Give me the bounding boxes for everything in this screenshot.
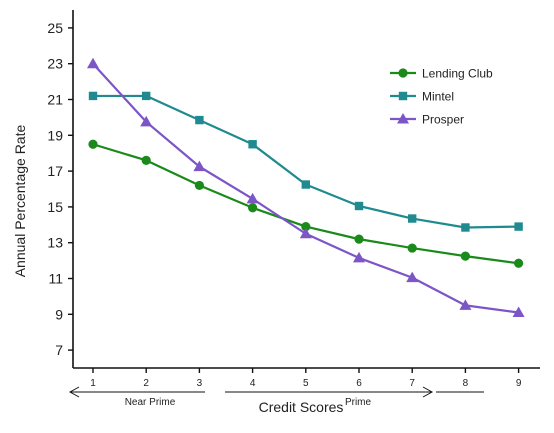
prime-arrowhead	[422, 386, 434, 398]
legend-label-prosper: Prosper	[422, 113, 464, 127]
y-tick-label: 7	[55, 342, 63, 358]
data-point-mintel	[354, 201, 364, 211]
x-tick-label: 9	[516, 378, 522, 389]
data-point-prosper	[140, 115, 153, 127]
data-point-mintel	[461, 223, 470, 232]
legend: Lending Club Mintel Prosper	[390, 67, 493, 127]
data-point-mintel	[248, 140, 257, 149]
data-point-lending-club	[460, 251, 470, 261]
data-point-mintel	[301, 180, 310, 189]
near-prime-arrowhead	[68, 386, 80, 398]
data-point-prosper	[299, 227, 312, 239]
data-point-mintel	[195, 115, 204, 125]
x-tick-label: 8	[463, 378, 469, 389]
axes	[72, 10, 540, 369]
x-tick-label: 7	[409, 378, 415, 389]
series-mintel	[88, 91, 523, 232]
score-bands: Near Prime Prime	[68, 386, 484, 408]
data-point-prosper	[459, 299, 472, 310]
data-point-lending-club	[141, 155, 151, 165]
x-axis-ticks: 1 2 3 4 5 6 7 8 9	[90, 368, 522, 389]
data-point-lending-club	[301, 221, 311, 232]
y-axis-ticks: 7 9 11 13 15 17 19 21 23 25	[47, 20, 73, 358]
y-tick-label: 11	[48, 271, 63, 287]
data-point-mintel	[408, 214, 417, 223]
legend-marker-prosper	[397, 113, 409, 124]
x-tick-label: 5	[303, 378, 309, 389]
data-point-mintel	[88, 91, 98, 101]
data-point-prosper	[246, 192, 259, 204]
data-point-lending-club	[354, 234, 364, 244]
series-lending-club	[88, 139, 524, 268]
series-prosper	[87, 57, 525, 318]
legend-marker-mintel	[398, 91, 408, 101]
data-point-lending-club	[194, 180, 204, 191]
data-point-prosper	[353, 251, 365, 263]
band-label-near-prime: Near Prime	[125, 397, 176, 408]
legend-label-lending-club: Lending Club	[422, 67, 493, 81]
y-tick-label: 9	[55, 306, 63, 322]
x-tick-label: 3	[197, 378, 203, 389]
data-point-prosper	[512, 306, 525, 318]
data-point-mintel	[514, 222, 523, 231]
data-point-lending-club	[248, 203, 258, 213]
y-tick-label: 19	[47, 127, 63, 143]
data-point-lending-club	[514, 258, 524, 268]
data-point-prosper	[87, 57, 99, 69]
data-point-lending-club	[407, 243, 417, 253]
y-tick-label: 13	[47, 235, 63, 251]
x-tick-label: 6	[356, 378, 362, 389]
legend-marker-lending-club	[398, 68, 408, 78]
band-label-prime: Prime	[345, 397, 372, 408]
data-point-prosper	[193, 160, 206, 172]
x-tick-label: 1	[90, 378, 96, 389]
y-tick-label: 17	[47, 163, 63, 179]
x-tick-label: 2	[143, 378, 149, 389]
y-axis-label: Annual Percentage Rate	[12, 125, 28, 278]
y-tick-label: 21	[47, 92, 63, 108]
legend-label-mintel: Mintel	[422, 90, 454, 104]
data-point-lending-club	[88, 139, 98, 149]
y-tick-label: 25	[47, 20, 63, 36]
series-layer	[87, 57, 525, 318]
x-tick-label: 4	[250, 378, 256, 389]
y-tick-label: 23	[47, 56, 63, 72]
y-tick-label: 15	[47, 199, 63, 215]
data-point-mintel	[142, 91, 151, 101]
series-line-lending-club	[92, 143, 519, 265]
x-axis-label: Credit Scores	[259, 399, 344, 415]
data-point-prosper	[406, 271, 419, 283]
